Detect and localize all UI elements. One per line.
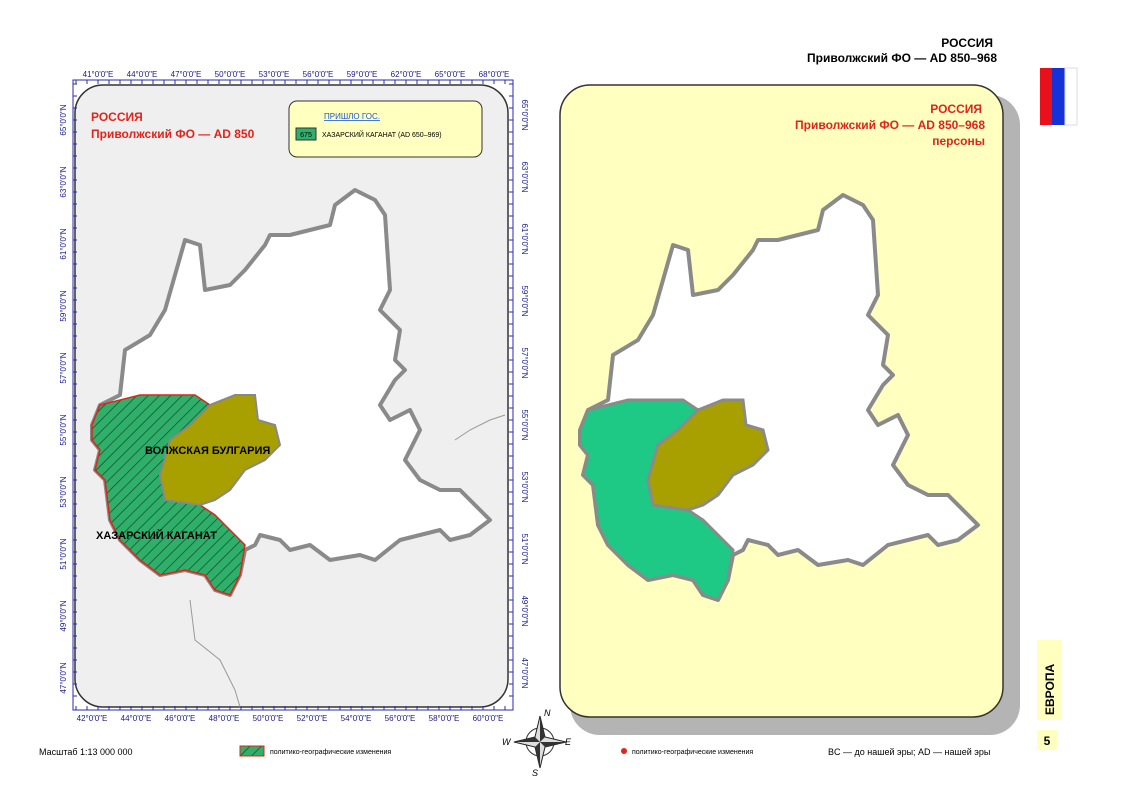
page-box (1037, 730, 1057, 750)
left-coord-label: 63°0'0"N (59, 166, 68, 197)
bottom-coord-label: 46°0'0"E (165, 714, 196, 723)
header-subtitle: Приволжский ФО — AD 850–968 (807, 51, 997, 65)
right-coord-label: 57°0'0"N (520, 347, 529, 378)
top-coord-label: 44°0'0"E (127, 70, 158, 79)
left-coord-label: 59°0'0"N (59, 290, 68, 321)
compass-w: W (502, 737, 512, 747)
right-coord-label: 59°0'0"N (520, 285, 529, 316)
hatch-legend: политико-географические изменения (270, 749, 391, 756)
legend-entry: ХАЗАРСКИЙ КАГАНАТ (AD 650–969) (322, 130, 442, 139)
top-coord-label: 59°0'0"E (347, 70, 378, 79)
bottom-coord-label: 42°0'0"E (77, 714, 108, 723)
bottom-coord-label: 50°0'0"E (253, 714, 284, 723)
top-coord-label: 41°0'0"E (83, 70, 114, 79)
compass-e: E (565, 737, 572, 747)
top-coord-label: 56°0'0"E (303, 70, 334, 79)
right-coord-label: 65°0'0"N (520, 99, 529, 130)
region-tab-label: ЕВРОПА (1043, 664, 1057, 715)
bottom-coord-label: 54°0'0"E (341, 714, 372, 723)
left-coord-label: 47°0'0"N (59, 662, 68, 693)
right-coord-label: 53°0'0"N (520, 471, 529, 502)
top-coord-label: 50°0'0"E (215, 70, 246, 79)
dot-swatch (621, 748, 627, 754)
flag (1040, 67, 1078, 126)
compass-s: S (532, 768, 538, 778)
right-coord-label: 55°0'0"N (520, 409, 529, 440)
bottom-coord-label: 58°0'0"E (429, 714, 460, 723)
map-subtitle: Приволжский ФО — AD 850 (91, 127, 255, 141)
left-coord-label: 53°0'0"N (59, 476, 68, 507)
top-coord-label: 47°0'0"E (171, 70, 202, 79)
map-subtitle: Приволжский ФО — AD 850–968 (795, 118, 985, 132)
right-coord-label: 49°0'0"N (520, 595, 529, 626)
right-coord-label: 47°0'0"N (520, 657, 529, 688)
compass: N W E S (502, 708, 572, 778)
left-coord-label: 65°0'0"N (59, 104, 68, 135)
left-coord-label: 57°0'0"N (59, 352, 68, 383)
left-coord-label: 61°0'0"N (59, 228, 68, 259)
top-coord-label: 68°0'0"E (479, 70, 510, 79)
right-map: РОССИЯ Приволжский ФО — AD 850–968 персо… (559, 84, 1020, 735)
header-country: РОССИЯ (941, 36, 993, 50)
top-coord-label: 65°0'0"E (435, 70, 466, 79)
bottom-coord-label: 52°0'0"E (297, 714, 328, 723)
left-map: ВОЛЖСКАЯ БУЛГАРИЯ ХАЗАРСКИЙ КАГАНАТ РОСС… (72, 79, 514, 711)
top-coord-label: 53°0'0"E (259, 70, 290, 79)
page-number: 5 (1044, 734, 1051, 748)
scale: Масштаб 1:13 000 000 (39, 747, 133, 757)
right-coord-label: 61°0'0"N (520, 223, 529, 254)
map-title: РОССИЯ (930, 102, 982, 116)
left-coord-label: 49°0'0"N (59, 600, 68, 631)
bottom-coord-label: 56°0'0"E (385, 714, 416, 723)
region-label: ВОЛЖСКАЯ БУЛГАРИЯ (145, 445, 270, 457)
hatch-swatch (239, 745, 265, 757)
bottom-coord-label: 44°0'0"E (121, 714, 152, 723)
map-note: персоны (932, 134, 985, 148)
right-coord-label: 51°0'0"N (520, 533, 529, 564)
region-tab (1037, 640, 1062, 720)
legend-heading: ПРИШЛО ГОС. (324, 112, 380, 121)
map-title: РОССИЯ (91, 110, 143, 124)
bottom-coord-label: 60°0'0"E (473, 714, 504, 723)
legend-code: 675 (300, 132, 312, 139)
compass-n: N (544, 708, 551, 718)
left-coord-label: 55°0'0"N (59, 414, 68, 445)
era-note: BC — до нашей эры; AD — нашей эры (828, 747, 990, 757)
bottom-coord-label: 48°0'0"E (209, 714, 240, 723)
dot-legend: политико-географические изменения (632, 749, 753, 756)
right-coord-label: 63°0'0"N (520, 161, 529, 192)
left-coord-label: 51°0'0"N (59, 538, 68, 569)
top-coord-label: 62°0'0"E (391, 70, 422, 79)
region-label: ХАЗАРСКИЙ КАГАНАТ (96, 529, 217, 542)
